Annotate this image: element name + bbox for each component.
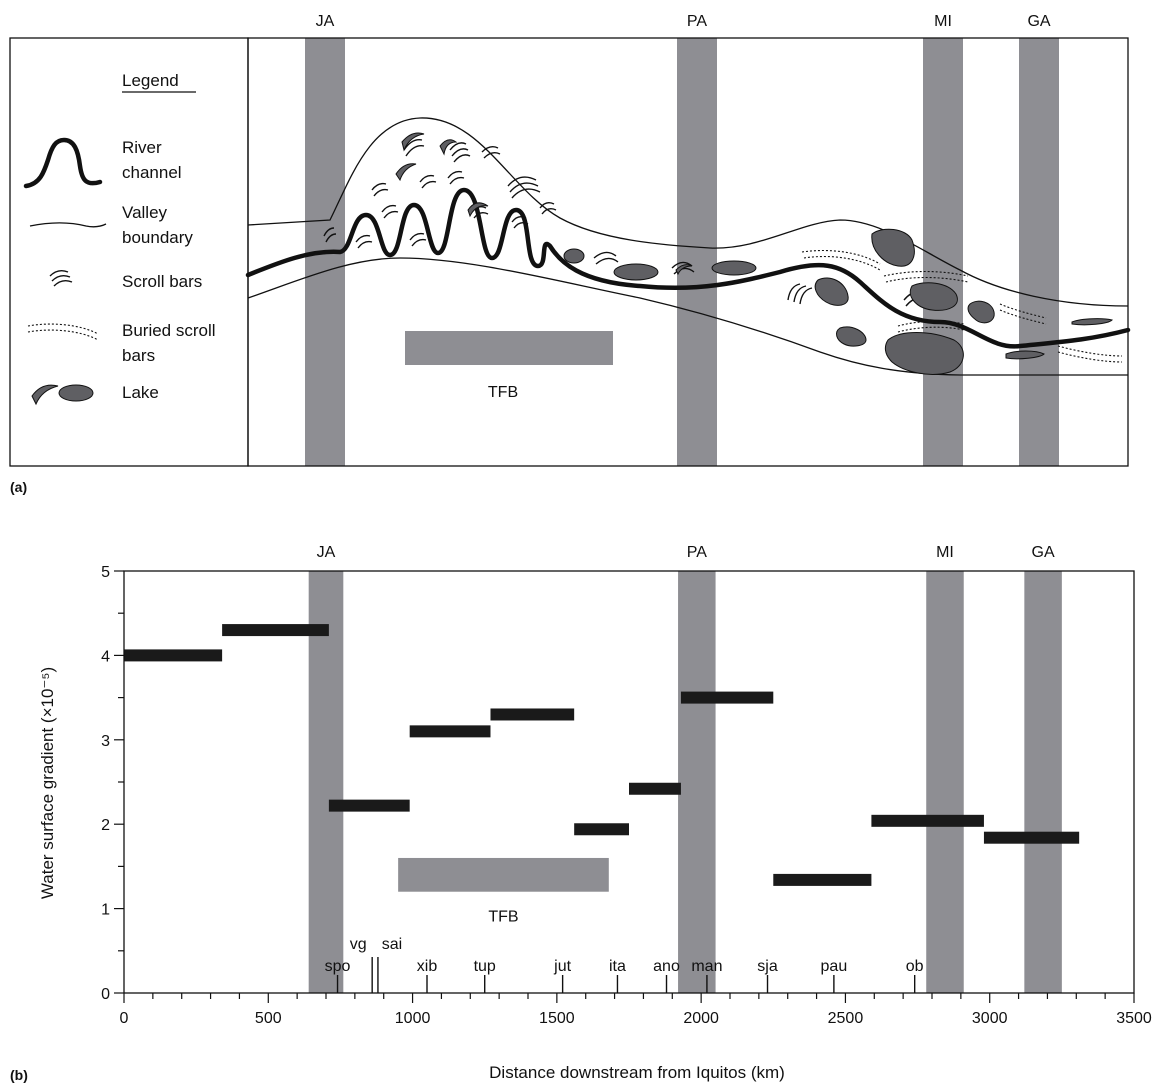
lakes: [395, 132, 1113, 375]
zone-label-ga: GA: [1032, 544, 1055, 561]
y-tick-label-2: 2: [101, 817, 110, 834]
tfb-range-b: TFB: [398, 857, 609, 926]
gradient-segment-4: [409, 725, 491, 738]
gradient-segment-8: [680, 691, 774, 704]
y-tick-label-4: 4: [101, 648, 110, 665]
legend-title: Legend: [122, 71, 179, 90]
legend-label-river-1: River: [122, 138, 162, 157]
station-label-ano: ano: [653, 958, 680, 975]
lake-icon: [31, 384, 94, 406]
y-tick-label-1: 1: [101, 902, 110, 919]
legend-label-river-2: channel: [122, 163, 182, 182]
station-label-ita: ita: [609, 958, 626, 975]
x-tick-label-500: 500: [255, 1010, 282, 1027]
x-tick-label-2000: 2000: [683, 1010, 719, 1027]
scroll-bars-icon: [49, 269, 73, 287]
zone-label-pa: PA: [687, 544, 707, 561]
gradient-segment-6: [574, 823, 629, 836]
station-label-vg: vg: [350, 936, 367, 953]
legend-label-valley-2: boundary: [122, 228, 193, 247]
gradient-segment-2: [222, 624, 329, 637]
x-tick-label-1000: 1000: [395, 1010, 431, 1027]
legend-label-buried-1: Buried scroll: [122, 321, 216, 340]
gradient-segment-7: [629, 782, 681, 795]
tfb-label: TFB: [488, 384, 518, 401]
legend-label-valley-1: Valley: [122, 203, 168, 222]
x-tick-label-3500: 3500: [1116, 1010, 1152, 1027]
panel-a-label: (a): [10, 479, 27, 495]
panel-b-label: (b): [10, 1067, 28, 1083]
y-tick-label-5: 5: [101, 564, 110, 581]
x-tick-label-1500: 1500: [539, 1010, 575, 1027]
panel-a: JA PA MI GA TFB: [9, 13, 1131, 495]
station-label-ob: ob: [906, 958, 924, 975]
valley-boundary-lower: [247, 257, 1128, 376]
zone-label-mi: MI: [936, 544, 954, 561]
zone-label-ja: JA: [316, 13, 335, 30]
station-label-spo: spo: [325, 958, 351, 975]
x-tick-label-3000: 3000: [972, 1010, 1008, 1027]
zone-label-ga: GA: [1027, 13, 1050, 30]
tfb-block: [405, 331, 613, 365]
station-label-pau: pau: [821, 958, 848, 975]
panel-a-frame: [247, 37, 1129, 467]
gradient-segments: [124, 624, 1080, 886]
x-tick-label-0: 0: [120, 1010, 129, 1027]
gradient-segment-3: [328, 799, 410, 812]
gradient-segment-5: [490, 708, 575, 721]
zone-label-ja: JA: [317, 544, 336, 561]
zone-band-pa: [678, 571, 716, 993]
zone-band-mi: [923, 38, 963, 466]
tfb-block: [398, 857, 609, 892]
river-channel: [245, 187, 1131, 349]
station-label-man: man: [691, 958, 722, 975]
gradient-segment-1: [124, 649, 223, 662]
station-label-xib: xib: [417, 958, 438, 975]
legend-label-scroll: Scroll bars: [122, 272, 202, 291]
station-label-jut: jut: [553, 958, 571, 975]
x-axis-label: Distance downstream from Iquitos (km): [489, 1063, 785, 1082]
gradient-segment-9: [773, 873, 872, 886]
y-axis-label: Water surface gradient (×10⁻⁵): [38, 667, 57, 899]
zone-band-ga: [1019, 38, 1059, 466]
station-label-sai: sai: [382, 936, 402, 953]
river-channel-icon: [23, 137, 103, 189]
zone-band-pa: [677, 38, 717, 466]
zone-band-ga: [1024, 571, 1062, 993]
valley-boundary-icon: [29, 222, 107, 228]
buried-scroll-bars: [801, 250, 1123, 363]
gradient-segment-10: [871, 814, 984, 827]
y-tick-label-3: 3: [101, 733, 110, 750]
station-label-tup: tup: [474, 958, 496, 975]
axes: 0 500 1000 1500 2000 2500 3000 3500 0 1 2 3 4 5: [101, 564, 1152, 1027]
gradient-segment-11: [983, 831, 1080, 844]
tfb-label: TFB: [488, 909, 518, 926]
legend-label-lake: Lake: [122, 383, 159, 402]
x-tick-label-2500: 2500: [828, 1010, 864, 1027]
station-label-sja: sja: [757, 958, 778, 975]
y-tick-label-0: 0: [101, 986, 110, 1003]
zone-label-mi: MI: [934, 13, 952, 30]
zone-band-ja: [308, 571, 344, 993]
zone-bands-b: JA PA MI GA: [308, 544, 1062, 993]
valley-boundary-upper: [247, 117, 1129, 307]
zone-band-mi: [926, 571, 964, 993]
buried-scroll-bars-icon: [27, 323, 99, 341]
legend-label-buried-2: bars: [122, 346, 155, 365]
zone-label-pa: PA: [687, 13, 707, 30]
